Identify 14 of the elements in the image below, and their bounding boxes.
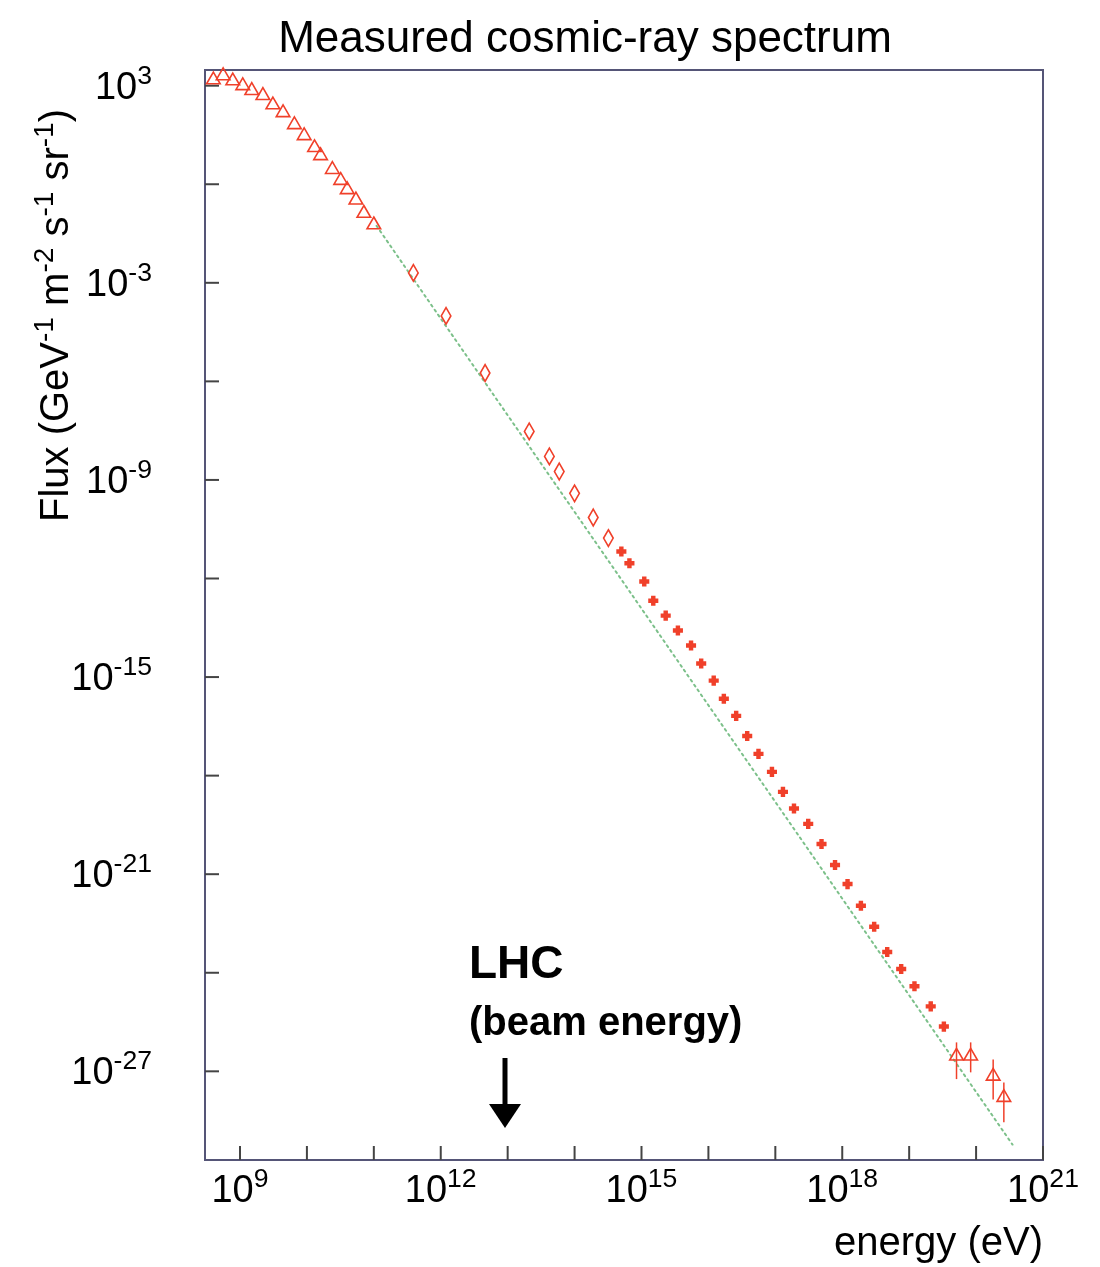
x-tick-label: 10$^{21}$ — [1007, 1163, 1079, 1210]
x-tick-label: 10$^{9}$ — [211, 1163, 269, 1210]
x-tick-label: 10$^{15}$ — [605, 1163, 678, 1210]
annotation: LHC (beam energy) — [469, 936, 743, 1043]
x-tick-label: 10$^{12}$ — [404, 1163, 477, 1210]
y-tick-label: 10$^{-15}$ — [71, 651, 152, 699]
y-tick-label: 10$^{-3}$ — [86, 256, 152, 304]
x-axis-title: energy (eV) — [834, 1219, 1043, 1263]
y-tick-label: 10$^{-21}$ — [71, 848, 152, 896]
x-tick-label: 10$^{18}$ — [806, 1163, 879, 1210]
chart-title: Measured cosmic-ray spectrum — [278, 12, 892, 61]
y-tick-label: 10$^{-27}$ — [71, 1045, 152, 1093]
y-tick-label: 10$^{-9}$ — [86, 453, 152, 501]
y-tick-label: 10$^{3}$ — [94, 59, 152, 107]
